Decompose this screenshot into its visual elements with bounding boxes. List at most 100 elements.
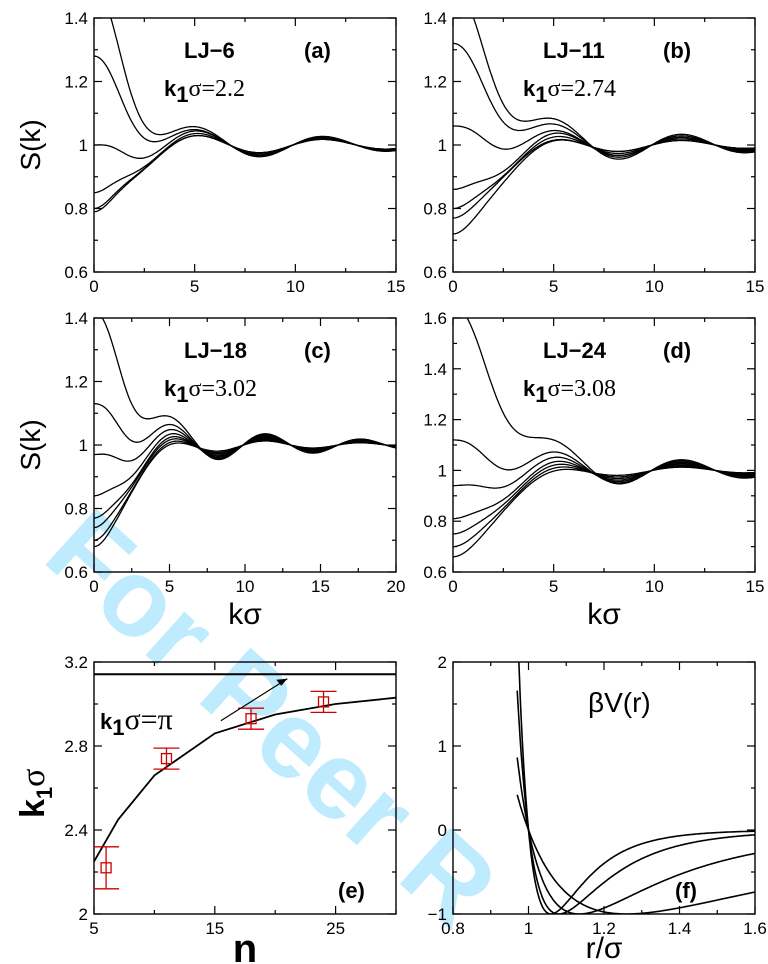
- x-tick-label: 5: [549, 577, 558, 596]
- k1-value-label-rest: σ=3.02: [189, 376, 257, 402]
- y-tick-label: 0.6: [64, 263, 88, 282]
- x-tick-label: 5: [165, 577, 174, 596]
- y-axis-label-rest: σ: [15, 769, 52, 787]
- watermark-text: For Peer R: [24, 486, 520, 950]
- series-e: [94, 673, 396, 890]
- y-tick-label: 1.4: [423, 9, 447, 28]
- x-axis-label: r/σ: [586, 932, 623, 964]
- y-tick-label: 1.4: [64, 9, 88, 28]
- potential-curve: [516, 690, 755, 914]
- y-tick-label: 2.8: [64, 737, 88, 756]
- curves-c: [94, 318, 396, 548]
- y-tick-label: 1.2: [423, 411, 447, 430]
- x-tick-label: 0: [89, 277, 98, 296]
- k1-value-label: k1σ=3.02: [164, 376, 257, 407]
- y-axis-label-k: k: [14, 799, 52, 818]
- x-tick-label: 15: [746, 277, 765, 296]
- y-tick-label: 1.2: [423, 73, 447, 92]
- k1-pi-label-k: k: [100, 709, 113, 734]
- y-tick-label: 1.2: [64, 373, 88, 392]
- y-axis-label: S(k): [15, 419, 46, 470]
- x-axis-label: kσ: [228, 598, 262, 631]
- x-tick-label: 0: [448, 577, 457, 596]
- k1-value-label-rest: σ=3.08: [548, 376, 616, 402]
- annotation-arrow: [220, 678, 288, 722]
- x-tick-label: 15: [746, 577, 765, 596]
- k1-value-label-k: k: [523, 76, 536, 101]
- panel-name: LJ−6: [184, 38, 235, 63]
- x-tick-label: 5: [89, 919, 98, 938]
- panel-tag: (c): [304, 338, 331, 363]
- x-tick-label: 1.6: [743, 919, 767, 938]
- y-tick-label: 0.6: [64, 563, 88, 582]
- sk-curve: [94, 55, 396, 157]
- x-tick-label: 1: [524, 919, 533, 938]
- y-tick-label: 0.6: [423, 563, 447, 582]
- x-tick-label: 10: [236, 577, 255, 596]
- sk-curve: [466, 318, 755, 485]
- k1-value-label-sub: 1: [176, 82, 188, 107]
- sk-curve: [94, 403, 396, 460]
- sk-curve: [453, 456, 755, 489]
- k1-value-label-sub: 1: [535, 82, 547, 107]
- y-tick-label: 0: [438, 821, 447, 840]
- y-tick-label: 1: [79, 436, 88, 455]
- y-tick-label: 0.8: [64, 500, 88, 519]
- panel-title: βV(r): [588, 687, 651, 718]
- y-tick-label: 1: [438, 136, 447, 155]
- y-tick-label: 0.8: [423, 200, 447, 219]
- panel-tag: (e): [338, 878, 365, 903]
- watermark: For Peer R: [24, 486, 520, 950]
- panel-tag: (d): [663, 338, 691, 363]
- sk-curve: [110, 18, 396, 158]
- y-tick-label: 1: [79, 136, 88, 155]
- sk-curve: [101, 318, 396, 461]
- plot-frame: [93, 17, 397, 273]
- y-tick-label: 1.4: [423, 360, 447, 379]
- k1-value-label-rest: σ=2.74: [548, 76, 616, 102]
- y-tick-label: −1: [428, 905, 447, 924]
- y-tick-label: 1.6: [423, 309, 447, 328]
- y-tick-label: 1.2: [64, 73, 88, 92]
- k1-pi-label: k1σ=π: [100, 703, 173, 740]
- panels: 0 5 10 150.60.811.21.4S(k)LJ−6 (a)k1σ=2.20 5 1…: [14, 9, 767, 964]
- k1-value-label: k1σ=3.08: [523, 376, 616, 407]
- panel-b: 0 5 10 150.60.811.21.4LJ−11 (b)k1σ=2.74: [423, 9, 765, 296]
- fit-curve: [94, 696, 396, 862]
- y-axis-label-sub: 1: [32, 787, 57, 799]
- x-tick-label: 15: [205, 919, 224, 938]
- x-tick-label: 1.4: [668, 919, 692, 938]
- x-tick-label: 5: [549, 277, 558, 296]
- x-axis-label: kσ: [587, 598, 621, 631]
- panel-name: LJ−18: [184, 338, 247, 363]
- k1-value-label: k1σ=2.2: [164, 76, 245, 107]
- panel-tag: (a): [304, 38, 331, 63]
- potential-curve: [516, 794, 755, 914]
- sk-curve: [453, 138, 755, 219]
- x-tick-label: 10: [286, 277, 305, 296]
- sk-curve: [472, 18, 755, 160]
- x-tick-label: 15: [387, 277, 406, 296]
- y-tick-label: 2.4: [64, 821, 88, 840]
- curves-d: [453, 318, 755, 558]
- sk-curve: [94, 134, 396, 213]
- curves-b: [453, 18, 755, 235]
- data-point: [160, 752, 173, 765]
- y-axis-label: S(k): [15, 119, 46, 170]
- y-tick-label: 0.6: [423, 263, 447, 282]
- sk-curve: [94, 134, 396, 210]
- arrow-head: [276, 678, 288, 686]
- curves-a: [94, 18, 396, 213]
- panel-name: LJ−24: [543, 338, 607, 363]
- y-tick-label: 1.4: [64, 309, 88, 328]
- x-tick-label: 0: [448, 277, 457, 296]
- sk-curve: [94, 428, 396, 462]
- k1-value-label-k: k: [523, 376, 536, 401]
- y-tick-label: 0.8: [64, 200, 88, 219]
- x-tick-label: 5: [190, 277, 199, 296]
- k1-pi-label-sub: 1: [112, 715, 124, 740]
- x-tick-label: 10: [645, 277, 664, 296]
- y-tick-label: 3.2: [64, 653, 88, 672]
